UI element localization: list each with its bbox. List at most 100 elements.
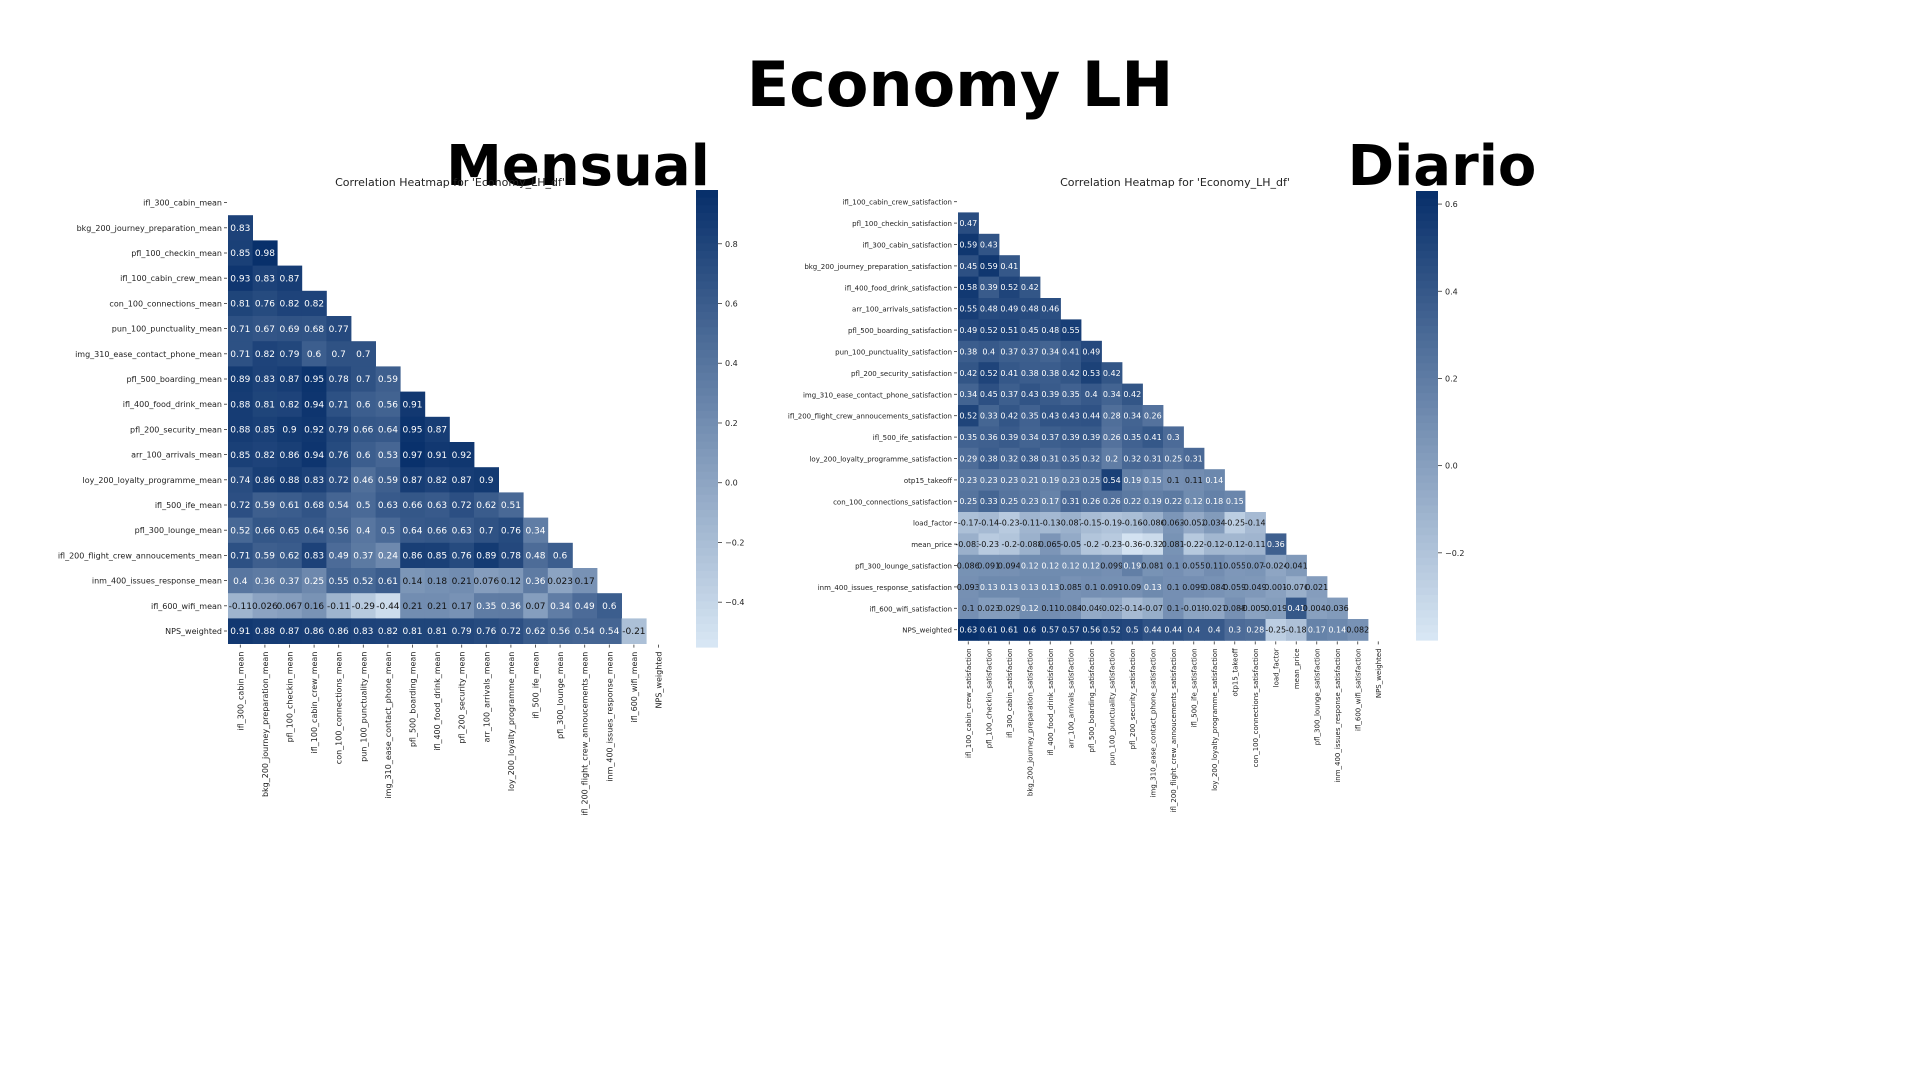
heatmap-cell bbox=[1183, 512, 1205, 534]
heatmap-cell bbox=[277, 492, 303, 518]
heatmap-cell bbox=[1019, 512, 1041, 534]
heatmap-cell bbox=[1019, 490, 1041, 513]
x-tick-label: pfl_100_checkin_mean bbox=[286, 652, 295, 743]
colorbar-segment bbox=[696, 190, 718, 199]
heatmap-cell bbox=[999, 319, 1020, 342]
cell-label: 0.3 bbox=[1167, 433, 1180, 442]
heatmap-cell bbox=[1183, 597, 1205, 620]
heatmap-cell bbox=[1265, 533, 1287, 556]
heatmap-cell bbox=[978, 597, 1000, 620]
cell-label: 0.5 bbox=[1126, 626, 1139, 635]
heatmap-cell bbox=[326, 416, 352, 443]
heatmap-cell bbox=[474, 492, 499, 518]
cell-label: 0.83 bbox=[255, 274, 275, 284]
x-tick-label: NPS_weighted bbox=[655, 652, 664, 709]
colorbar-segment bbox=[696, 570, 718, 580]
heatmap-cell bbox=[1286, 576, 1307, 598]
cell-label: -0.11 bbox=[1245, 540, 1266, 549]
y-tick-label: con_100_connections_mean bbox=[109, 299, 222, 308]
cell-label: 0.21 bbox=[402, 602, 422, 612]
colorbar-segment bbox=[1416, 467, 1438, 476]
colorbar-segment bbox=[696, 639, 718, 648]
cell-label: 0.41 bbox=[1144, 433, 1162, 442]
heatmap-cell bbox=[474, 542, 499, 569]
heatmap-cell bbox=[277, 290, 303, 317]
colorbar-segment bbox=[696, 540, 718, 549]
heatmap-cell bbox=[277, 265, 303, 292]
heatmap-cell bbox=[958, 383, 979, 406]
cell-label: -0.18 bbox=[1286, 626, 1307, 635]
colorbar-segment bbox=[696, 448, 718, 458]
cell-label: 0.19 bbox=[1041, 476, 1059, 485]
heatmap-cell bbox=[1081, 533, 1102, 556]
heatmap-cell bbox=[958, 447, 979, 470]
cell-label: 0.036 bbox=[1326, 604, 1349, 613]
heatmap-cell bbox=[978, 298, 1000, 320]
heatmap-cell bbox=[424, 492, 450, 518]
cell-label: 0.74 bbox=[230, 476, 250, 486]
x-tick-label: pun_100_punctuality_satisfaction bbox=[1109, 648, 1117, 765]
cell-label: 0.59 bbox=[255, 552, 275, 562]
cell-label: 0.026 bbox=[252, 602, 278, 612]
colorbar-segment bbox=[1416, 393, 1438, 402]
cell-label: 0.39 bbox=[1082, 433, 1100, 442]
heatmap-cell bbox=[424, 416, 450, 443]
colorbar-segment bbox=[1416, 265, 1438, 274]
heatmap-cell bbox=[1101, 512, 1123, 534]
cell-label: 0.034 bbox=[1203, 519, 1226, 528]
x-tick-label: pfl_100_checkin_satisfaction bbox=[986, 648, 994, 748]
heatmap-cell bbox=[252, 341, 278, 367]
x-tick-label: ifl_400_food_drink_mean bbox=[433, 652, 442, 751]
heatmap-cell bbox=[1060, 319, 1082, 342]
y-tick-label: inm_400_issues_response_satisfaction bbox=[818, 584, 952, 592]
colorbar-segment bbox=[696, 228, 718, 237]
cell-label: 0.44 bbox=[1144, 626, 1162, 635]
heatmap-cell bbox=[958, 212, 979, 235]
heatmap-cell bbox=[547, 593, 573, 619]
cell-label: 0.38 bbox=[1021, 454, 1039, 463]
cell-label: -0.023 bbox=[1099, 604, 1125, 613]
cell-label: -0.22 bbox=[1183, 540, 1204, 549]
cell-label: 0.52 bbox=[980, 369, 998, 378]
colorbar-segment bbox=[1416, 475, 1438, 484]
heatmap-cell bbox=[999, 554, 1020, 577]
cell-label: 0.07 bbox=[525, 602, 545, 612]
cell-label: 0.001 bbox=[1264, 583, 1287, 592]
x-tick-label: ifl_500_ife_satisfaction bbox=[1191, 648, 1199, 727]
heatmap-cell bbox=[1019, 447, 1041, 470]
heatmap-cell bbox=[1040, 340, 1061, 363]
cell-label: 0.065 bbox=[1039, 540, 1062, 549]
heatmap-cell bbox=[1163, 447, 1184, 470]
heatmap-cell bbox=[449, 618, 475, 644]
cell-label: 0.12 bbox=[1021, 604, 1039, 613]
colorbar-segment bbox=[1416, 363, 1438, 372]
colorbar-segment bbox=[1416, 460, 1438, 469]
heatmap-cell bbox=[252, 366, 278, 392]
cell-label: 0.61 bbox=[378, 577, 398, 587]
cell-label: -0.11 bbox=[1019, 519, 1040, 528]
cell-label: 0.82 bbox=[255, 451, 275, 461]
cell-label: 0.082 bbox=[1346, 626, 1369, 635]
heatmap-cell bbox=[277, 391, 303, 418]
cell-label: 0.23 bbox=[1021, 497, 1039, 506]
cell-label: -0.21 bbox=[622, 627, 645, 637]
cell-label: 0.49 bbox=[1082, 347, 1100, 356]
x-tick-label: ifl_300_cabin_mean bbox=[236, 652, 245, 731]
colorbar-segment bbox=[696, 418, 718, 427]
cell-label: -0.25 bbox=[1265, 626, 1286, 635]
heatmap-cell bbox=[1122, 383, 1143, 406]
cell-label: 0.16 bbox=[304, 602, 324, 612]
colorbar-segment bbox=[696, 525, 718, 534]
heatmap-cell bbox=[999, 426, 1020, 449]
y-tick-label: ifl_400_food_drink_satisfaction bbox=[845, 284, 952, 292]
heatmap-cell bbox=[1060, 469, 1082, 491]
heatmap-cell bbox=[351, 618, 376, 644]
cell-label: 0.61 bbox=[980, 626, 998, 635]
colorbar-segment bbox=[696, 624, 718, 633]
colorbar-segment bbox=[1416, 527, 1438, 536]
x-tick-label: arr_100_arrivals_mean bbox=[482, 652, 491, 743]
cell-label: 0.83 bbox=[230, 224, 250, 234]
heatmap-cell bbox=[1019, 383, 1041, 406]
cell-label: 0.093 bbox=[957, 583, 980, 592]
